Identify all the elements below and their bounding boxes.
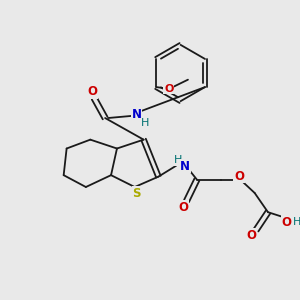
Text: N: N xyxy=(180,160,190,173)
Text: N: N xyxy=(132,108,142,121)
Text: S: S xyxy=(132,187,141,200)
Text: O: O xyxy=(178,201,189,214)
Text: O: O xyxy=(282,216,292,229)
Text: H: H xyxy=(141,118,149,128)
Text: H: H xyxy=(173,155,182,165)
Text: O: O xyxy=(164,84,173,94)
Text: H: H xyxy=(292,217,300,227)
Text: O: O xyxy=(247,229,257,242)
Text: O: O xyxy=(234,169,244,183)
Text: O: O xyxy=(88,85,98,98)
